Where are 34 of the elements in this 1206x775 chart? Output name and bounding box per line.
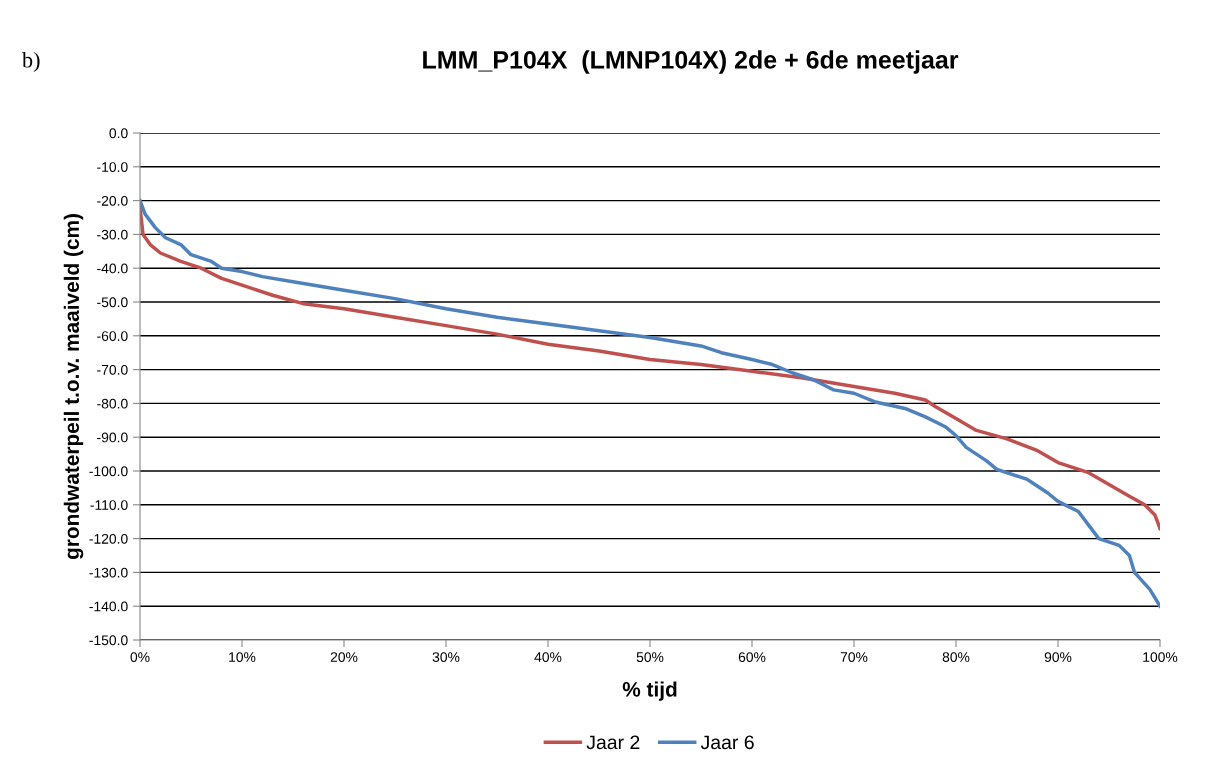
- y-tick-label: -60.0: [97, 331, 128, 341]
- y-axis-title: grondwaterpeil t.o.v. maaiveld (cm): [63, 214, 84, 560]
- x-tick-label: 70%: [840, 652, 868, 663]
- chart-title: LMM_P104X (LMNP104X) 2de + 6de meetjaar: [423, 50, 959, 74]
- x-tick-label: 50%: [636, 652, 664, 663]
- x-tick-label: 30%: [432, 652, 460, 663]
- x-tick-label: 90%: [1044, 652, 1072, 663]
- x-axis-title: % tijd: [622, 681, 677, 701]
- legend-label: Jaar 2: [586, 735, 640, 750]
- y-tick-label: -80.0: [97, 398, 128, 409]
- y-tick-label: 0.0: [109, 128, 128, 139]
- y-tick-label: -10.0: [97, 162, 128, 172]
- y-tick-label: -150.0: [89, 635, 128, 646]
- y-tick-label: -140.0: [89, 601, 128, 612]
- x-tick-label: 60%: [738, 652, 766, 663]
- y-tick-label: -40.0: [97, 263, 128, 274]
- line-series: [140, 198, 1160, 608]
- y-tick-label: -50.0: [97, 297, 128, 308]
- x-tick-label: 80%: [942, 652, 970, 663]
- legend-label: Jaar 6: [700, 735, 754, 750]
- text: b): [22, 51, 40, 73]
- x-tick-label: 10%: [229, 652, 256, 663]
- y-tick-label: -130.0: [89, 567, 128, 578]
- y-tick-label: -100.0: [89, 466, 128, 477]
- x-tick-label: 100%: [1143, 652, 1178, 663]
- y-tick-label: -120.0: [89, 533, 128, 544]
- y-tick-label: -90.0: [97, 432, 128, 443]
- y-tick-label: -20.0: [97, 195, 128, 206]
- x-tick-label: 0%: [130, 652, 150, 663]
- y-tick-label: -70.0: [97, 364, 128, 375]
- x-tick-label: 20%: [330, 652, 358, 663]
- y-tick-label: -30.0: [97, 229, 128, 240]
- x-tick-label: 40%: [534, 652, 562, 663]
- y-tick-label: -110.0: [90, 500, 128, 510]
